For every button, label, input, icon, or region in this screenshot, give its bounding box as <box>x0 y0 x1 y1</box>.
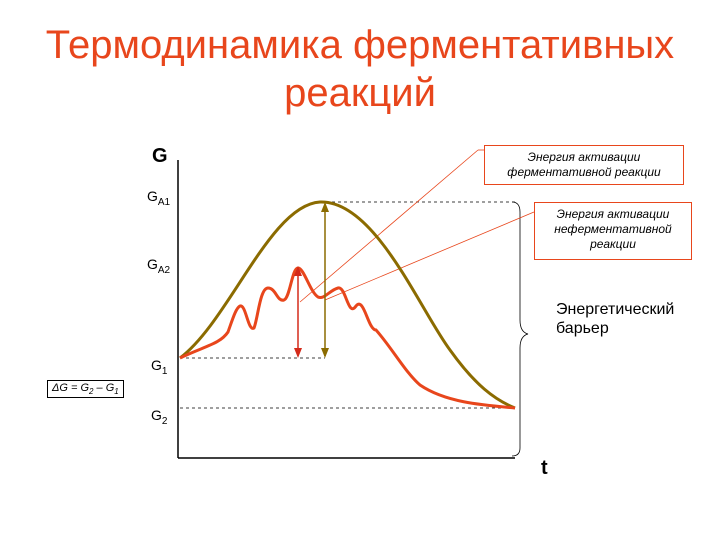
page-title-line1: Термодинамика ферментативных <box>45 23 675 67</box>
page-title-line2: реакций <box>284 71 436 115</box>
energy-barrier-label: Энергетический барьер <box>556 301 675 337</box>
level-label-ga2: GA2 <box>147 256 171 276</box>
callout-line-enzymatic <box>299 149 479 303</box>
callout-non-enzymatic-activation: Энергия активации неферментативной реакц… <box>534 202 692 260</box>
delta-g-formula: ΔG = G2 – G1 <box>47 380 124 399</box>
x-axis-label: t <box>541 457 548 479</box>
barrier-brace <box>511 201 529 457</box>
y-axis-label: G <box>152 145 168 167</box>
non-enzymatic-arrowhead-top <box>321 202 329 212</box>
callout-line-non-enzymatic <box>324 211 535 301</box>
non-enzymatic-curve <box>179 200 516 410</box>
level-label-g1: G1 <box>151 357 168 377</box>
level-label-g2: G2 <box>151 407 168 427</box>
non-enzymatic-arrowhead-bottom <box>321 348 329 358</box>
level-label-ga1: GA1 <box>147 188 171 208</box>
enzymatic-arrowhead-top <box>294 266 302 276</box>
callout-enzymatic-activation: Энергия активации ферментативной реакции <box>484 145 684 185</box>
enzymatic-curve <box>179 266 516 410</box>
enzymatic-arrowhead-bottom <box>294 348 302 358</box>
